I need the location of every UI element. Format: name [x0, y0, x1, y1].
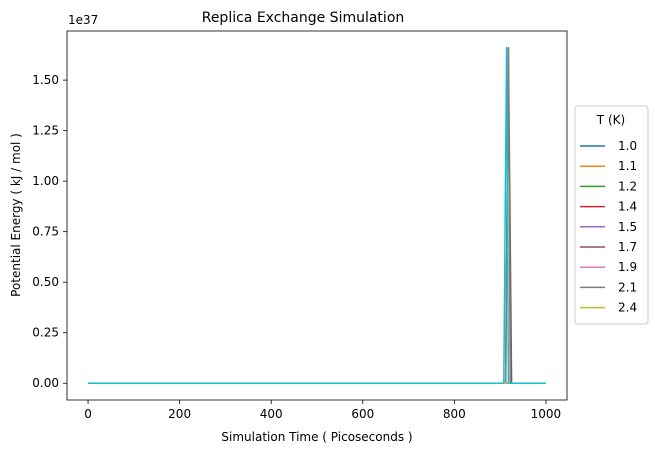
legend-entry-label: 1.9	[618, 260, 637, 274]
ticks-layer: 0 200 400 600 800 1000 0.00 0.25 0.50 0.75 1.00 1.2…	[32, 73, 561, 421]
legend-entry-label: 2.4	[618, 301, 637, 315]
y-tick-label: 1.50	[32, 73, 59, 87]
legend-entry-label: 1.1	[618, 159, 637, 173]
legend-entry-label: 1.4	[618, 200, 637, 214]
legend-entry-label: 2.1	[618, 280, 637, 294]
y-tick-label: 0.25	[32, 326, 59, 340]
series-line-5	[88, 47, 546, 384]
legend-entry-label: 1.5	[618, 220, 637, 234]
chart-title: Replica Exchange Simulation	[202, 10, 405, 26]
x-tick-label: 400	[260, 407, 283, 421]
legend: T (K) 1.0 1.1 1.2 1.4 1.5 1.7 1.9 2.1 2.4	[574, 105, 649, 325]
x-tick-label: 0	[84, 407, 92, 421]
y-tick-label: 0.50	[32, 275, 59, 289]
y-offset-text: 1e37	[68, 13, 98, 27]
legend-entries: 1.0 1.1 1.2 1.4 1.5 1.7 1.9 2.1 2.4	[580, 139, 637, 315]
legend-entry-label: 1.7	[618, 240, 637, 254]
legend-entry-label: 1.0	[618, 139, 637, 153]
x-tick-label: 200	[168, 407, 191, 421]
plot-area-frame	[66, 30, 568, 401]
x-tick-label: 1000	[531, 407, 562, 421]
x-tick-label: 800	[443, 407, 466, 421]
legend-title: T (K)	[596, 113, 625, 127]
y-tick-label: 0.75	[32, 225, 59, 239]
legend-entry-label: 1.2	[618, 179, 637, 193]
legend-frame	[574, 105, 649, 325]
y-axis-label: Potential Energy ( kJ / mol )	[9, 133, 23, 297]
series-line-7	[88, 47, 546, 384]
y-tick-label: 1.25	[32, 124, 59, 138]
series-line-9	[88, 47, 546, 384]
y-tick-label: 1.00	[32, 174, 59, 188]
series-layer	[88, 47, 546, 384]
x-axis-label: Simulation Time ( Picoseconds )	[221, 430, 412, 444]
y-tick-label: 0.00	[32, 376, 59, 390]
x-tick-label: 600	[351, 407, 374, 421]
